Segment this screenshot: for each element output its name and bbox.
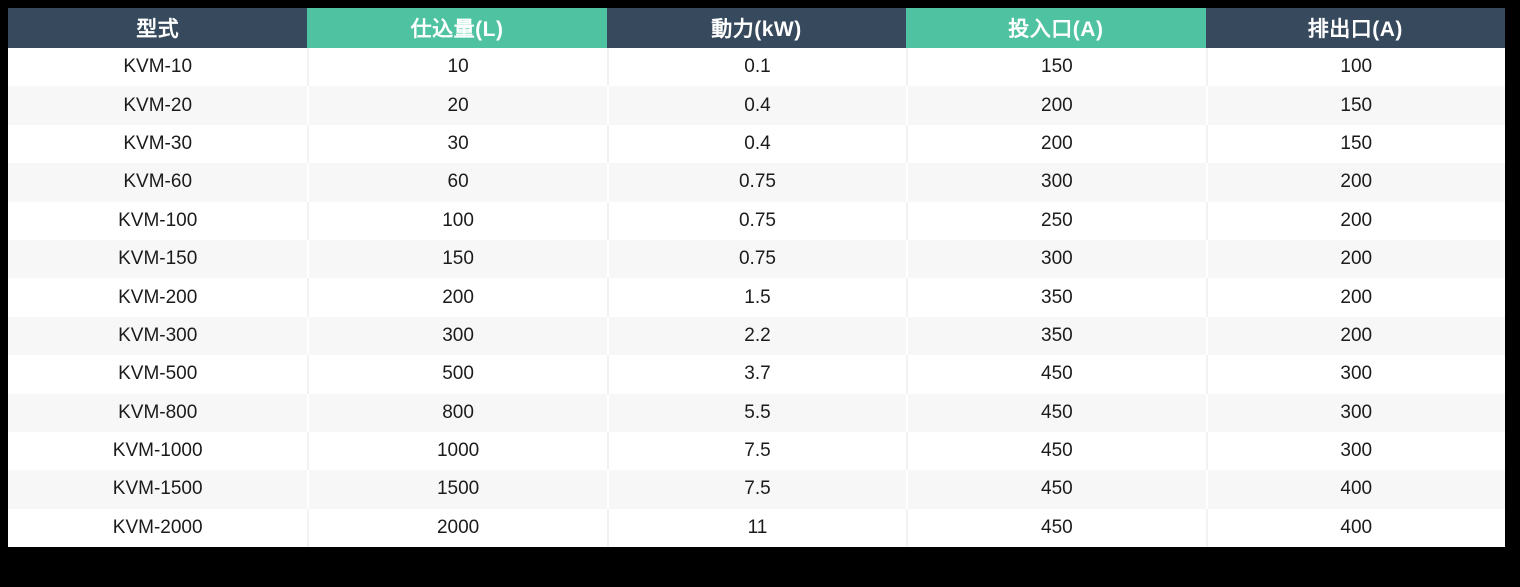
table-header: 型式 仕込量(L) 動力(kW) 投入口(A) 排出口(A) [8,8,1505,48]
cell-model: KVM-2000 [8,508,308,548]
cell-inlet: 200 [906,86,1206,125]
cell-model: KVM-10 [8,48,308,87]
cell-model: KVM-30 [8,124,308,164]
cell-outlet: 150 [1205,86,1505,125]
cell-power: 7.5 [606,470,907,509]
cell-capacity: 20 [307,86,607,125]
cell-power: 3.7 [606,355,907,394]
cell-inlet: 450 [906,470,1206,509]
cell-inlet: 150 [906,48,1206,87]
cell-outlet: 200 [1205,239,1505,279]
cell-model: KVM-20 [8,86,308,125]
table-header-row: 型式 仕込量(L) 動力(kW) 投入口(A) 排出口(A) [8,8,1505,48]
cell-capacity: 1500 [307,470,607,509]
cell-outlet: 200 [1205,316,1505,356]
cell-inlet: 200 [906,124,1206,164]
cell-power: 5.5 [606,393,907,432]
cell-power: 2.2 [606,316,907,356]
cell-model: KVM-100 [8,201,308,240]
cell-power: 0.75 [606,239,907,279]
cell-power: 0.4 [606,86,907,125]
cell-outlet: 400 [1205,508,1505,548]
table-row: KVM-1500 1500 7.5 450 400 [8,470,1505,509]
cell-power: 0.4 [606,124,907,164]
cell-inlet: 300 [906,163,1206,202]
cell-power: 7.5 [606,431,907,471]
table-row: KVM-500 500 3.7 450 300 [8,355,1505,394]
cell-model: KVM-300 [8,316,308,356]
cell-power: 1.5 [606,278,907,317]
cell-capacity: 10 [307,48,607,87]
cell-outlet: 400 [1205,470,1505,509]
cell-outlet: 100 [1205,48,1505,87]
table-row: KVM-1000 1000 7.5 450 300 [8,431,1505,471]
table-body: KVM-10 10 0.1 150 100 KVM-20 20 0.4 200 150 KVM-30… [8,48,1505,548]
cell-inlet: 450 [906,508,1206,548]
table-row: KVM-10 10 0.1 150 100 [8,48,1505,87]
cell-capacity: 800 [307,393,607,432]
table-row: KVM-100 100 0.75 250 200 [8,201,1505,240]
cell-outlet: 200 [1205,201,1505,240]
cell-capacity: 500 [307,355,607,394]
cell-model: KVM-500 [8,355,308,394]
cell-capacity: 150 [307,239,607,279]
table-row: KVM-800 800 5.5 450 300 [8,393,1505,432]
table-row: KVM-20 20 0.4 200 150 [8,86,1505,125]
cell-model: KVM-200 [8,278,308,317]
cell-model: KVM-1000 [8,431,308,471]
cell-model: KVM-60 [8,163,308,202]
table-row: KVM-300 300 2.2 350 200 [8,316,1505,356]
cell-inlet: 300 [906,239,1206,279]
cell-model: KVM-1500 [8,470,308,509]
product-spec-table: 型式 仕込量(L) 動力(kW) 投入口(A) 排出口(A) KVM-10 10 0.1 15… [8,8,1505,548]
table-row: KVM-30 30 0.4 200 150 [8,124,1505,164]
table-row: KVM-60 60 0.75 300 200 [8,163,1505,202]
cell-power: 11 [606,508,907,548]
cell-model: KVM-800 [8,393,308,432]
cell-capacity: 300 [307,316,607,356]
cell-outlet: 300 [1205,355,1505,394]
cell-power: 0.1 [606,48,907,87]
cell-inlet: 450 [906,393,1206,432]
col-header-outlet: 排出口(A) [1205,8,1505,48]
col-header-inlet: 投入口(A) [906,8,1206,48]
table-row: KVM-200 200 1.5 350 200 [8,278,1505,317]
table-row: KVM-2000 2000 11 450 400 [8,508,1505,548]
cell-inlet: 450 [906,431,1206,471]
cell-capacity: 200 [307,278,607,317]
cell-outlet: 300 [1205,431,1505,471]
cell-power: 0.75 [606,163,907,202]
cell-power: 0.75 [606,201,907,240]
cell-inlet: 350 [906,316,1206,356]
cell-capacity: 100 [307,201,607,240]
cell-inlet: 450 [906,355,1206,394]
col-header-power: 動力(kW) [606,8,907,48]
table-row: KVM-150 150 0.75 300 200 [8,239,1505,279]
cell-capacity: 1000 [307,431,607,471]
cell-capacity: 30 [307,124,607,164]
cell-capacity: 60 [307,163,607,202]
cell-outlet: 150 [1205,124,1505,164]
col-header-model: 型式 [8,8,308,48]
cell-outlet: 200 [1205,163,1505,202]
cell-outlet: 200 [1205,278,1505,317]
cell-capacity: 2000 [307,508,607,548]
cell-outlet: 300 [1205,393,1505,432]
cell-inlet: 250 [906,201,1206,240]
cell-inlet: 350 [906,278,1206,317]
col-header-capacity: 仕込量(L) [307,8,607,48]
cell-model: KVM-150 [8,239,308,279]
